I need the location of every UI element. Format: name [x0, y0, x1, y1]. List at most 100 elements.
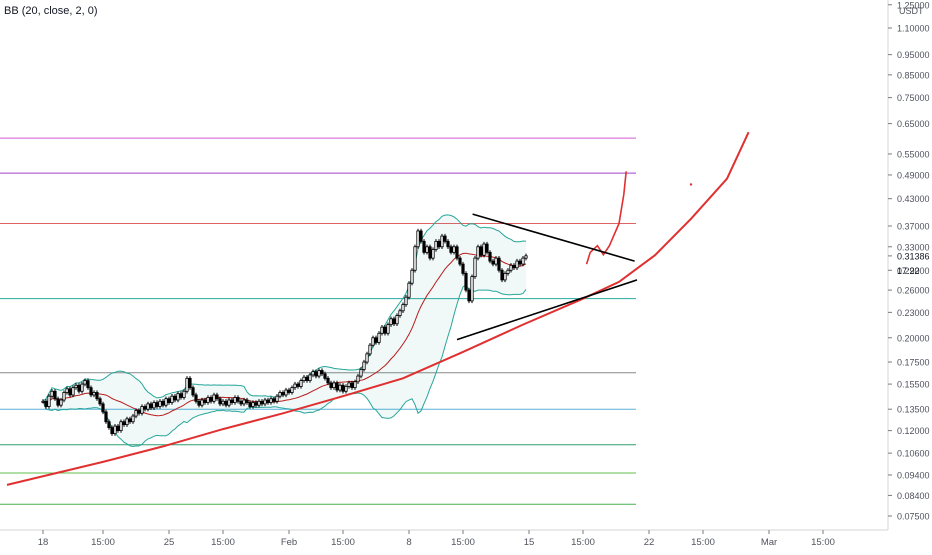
candle [77, 383, 81, 394]
candle [134, 408, 138, 419]
candle [464, 271, 468, 293]
candle [419, 228, 423, 244]
candle-body [50, 390, 54, 397]
candle-body [311, 371, 315, 376]
candle-body [428, 246, 432, 259]
candle [50, 389, 54, 399]
candle [248, 400, 252, 409]
candle-body [137, 410, 141, 414]
time-tick-label: 15:00 [331, 537, 355, 548]
candle [467, 287, 471, 304]
price-axis: USDT 1.25000 1.10000 0.95000 0.85000 0.75000… [887, 0, 932, 530]
candle [131, 413, 135, 424]
candles [41, 228, 528, 436]
candle [227, 397, 231, 408]
candle-body [335, 382, 339, 391]
candle-body [104, 411, 108, 423]
candle-body [65, 388, 69, 393]
candle [350, 380, 354, 390]
candle [482, 241, 486, 258]
candle-body [182, 390, 186, 398]
candle [164, 396, 168, 408]
candle-body [338, 384, 342, 391]
currency-label: USDT [899, 6, 924, 16]
candle [197, 399, 201, 408]
candle-body [431, 249, 435, 259]
candle-body [185, 377, 189, 392]
bb-basis [42, 252, 527, 417]
candle [278, 390, 282, 399]
time-tick-label: 8 [406, 537, 411, 548]
candle-body [290, 387, 294, 393]
candle-body [488, 251, 492, 262]
time-tick-label: 22 [644, 537, 655, 548]
candle [263, 397, 267, 407]
candle [455, 244, 459, 261]
candle-body [98, 398, 102, 405]
candle-body [101, 403, 105, 413]
candle [101, 401, 105, 415]
price-tick-label: 0.10600 [897, 449, 930, 459]
candle-body [494, 257, 498, 265]
candle [254, 400, 258, 408]
time-tick-label: 15:00 [211, 537, 235, 548]
candle-body [356, 375, 360, 383]
candle [368, 343, 372, 357]
price-tick-label: 0.09400 [897, 470, 930, 480]
candle [428, 244, 432, 261]
candle [392, 316, 396, 326]
candle [155, 400, 159, 409]
candle-body [68, 388, 72, 396]
price-tick-label: 0.29000 [897, 266, 930, 276]
candle-body [374, 337, 378, 343]
candle-body [242, 399, 246, 405]
candle [425, 244, 429, 255]
candle [47, 394, 51, 409]
candle-body [47, 395, 51, 407]
candle [284, 387, 288, 398]
candle-body [332, 382, 336, 389]
candle-body [74, 384, 78, 389]
candle-body [218, 398, 222, 405]
candle-body [506, 269, 510, 274]
price-tick-label: 0.26000 [897, 286, 930, 296]
candle [149, 401, 153, 411]
candle-body [515, 260, 519, 269]
candle-body [245, 399, 249, 403]
candle [272, 396, 276, 404]
current-price-label: 0.31386 [897, 251, 930, 261]
candle-body [257, 400, 261, 406]
candle-body [293, 383, 297, 389]
candle-body [362, 361, 366, 370]
candle-body [221, 400, 225, 405]
candle-body [425, 246, 429, 253]
candle [53, 389, 57, 401]
candle [239, 399, 243, 407]
time-tick-label: 18 [38, 537, 49, 548]
candle-body [209, 397, 213, 402]
candle [116, 423, 120, 433]
candle [218, 396, 222, 407]
candle-body [443, 235, 447, 242]
candle-body [128, 418, 132, 423]
candle [86, 378, 90, 390]
candle [41, 399, 45, 404]
candle [242, 397, 246, 407]
candle-body [524, 255, 528, 259]
candle [281, 390, 285, 398]
price-tick-label: 0.95000 [897, 50, 930, 60]
candle [65, 386, 69, 395]
candle-body [470, 276, 474, 302]
price-tick-label: 0.37000 [897, 221, 930, 231]
candle [212, 392, 216, 404]
candle-body [278, 392, 282, 397]
candle [203, 397, 207, 405]
candle [431, 247, 435, 261]
candle [470, 274, 474, 304]
candle [80, 381, 84, 394]
time-tick-label: 15:00 [811, 537, 835, 548]
candle [338, 383, 342, 393]
indicator-label[interactable]: BB (20, close, 2, 0) [4, 5, 98, 17]
